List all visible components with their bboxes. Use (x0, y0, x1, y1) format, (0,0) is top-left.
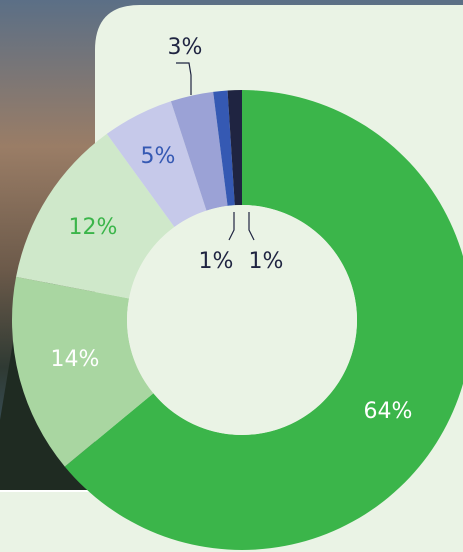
donut-hole (127, 205, 357, 435)
value-label: 14% (51, 347, 100, 372)
value-label: 1% (199, 249, 234, 274)
screen: 64% 14% 12% 5% 3% 1% 1% (0, 0, 463, 552)
page: 64%14%12%5%3%1%1% (() => { const data = … (0, 0, 463, 552)
value-label: 1% (249, 249, 284, 274)
value-label: 64% (364, 399, 413, 424)
value-label: 5% (141, 144, 176, 169)
value-label: 3% (168, 35, 203, 60)
value-label: 12% (69, 215, 118, 240)
